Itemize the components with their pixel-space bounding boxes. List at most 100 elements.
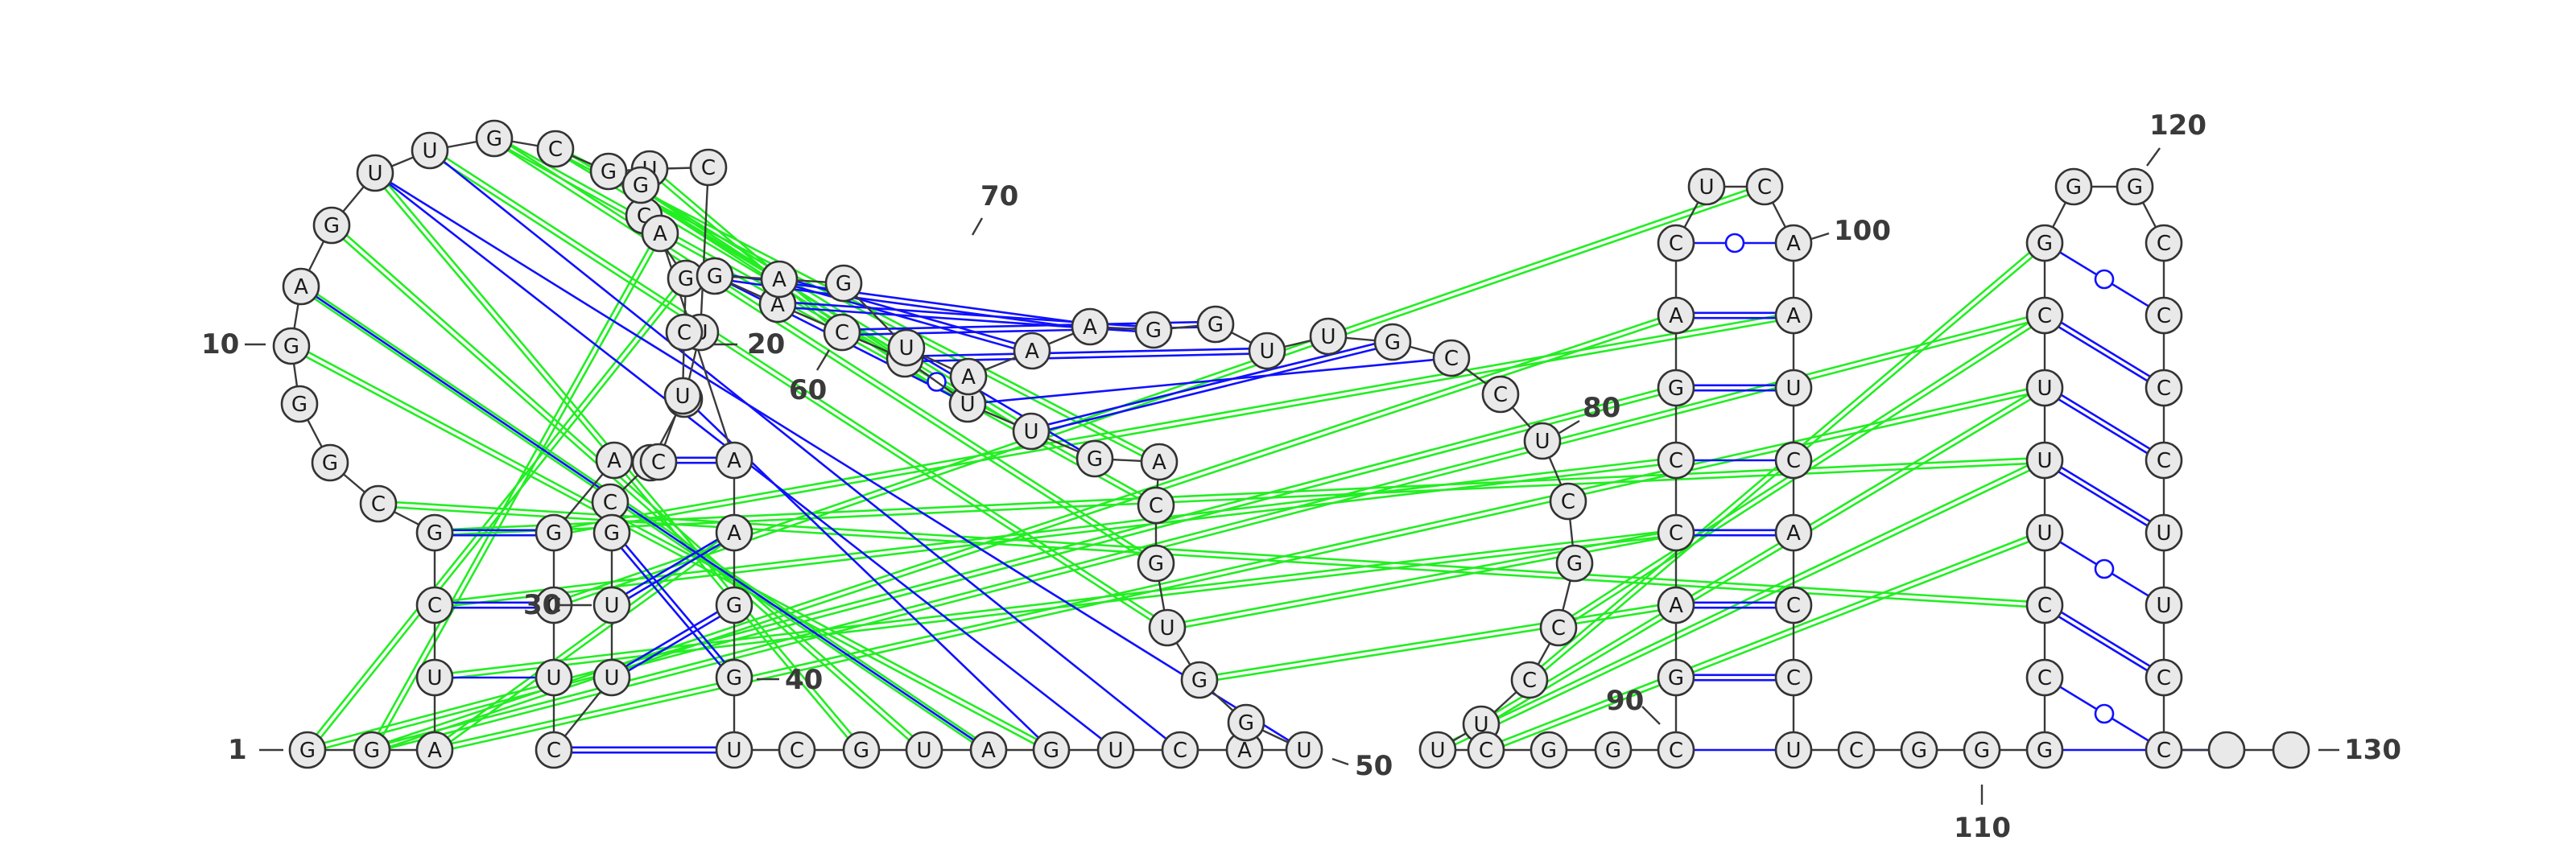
nucleotide-letter: G <box>2037 232 2053 256</box>
base-pair-line <box>2042 602 2166 681</box>
nucleotide-circle <box>1373 323 1412 361</box>
nucleotide-letter: C <box>1757 175 1772 200</box>
nucleotide-125: U <box>2145 586 2183 624</box>
nucleotide-letter: G <box>1146 319 1162 343</box>
nucleotide-letter: A <box>1786 232 1801 256</box>
position-label-100: 100 <box>1834 215 1891 247</box>
nucleotide-circle <box>1539 608 1578 647</box>
position-label-80: 80 <box>1583 392 1620 424</box>
nucleotide-letter: U <box>2156 521 2171 546</box>
nucleotide-letter: G <box>1385 331 1401 355</box>
nucleotide-111: C <box>2025 658 2064 697</box>
nucleotide-7: C <box>359 484 398 523</box>
nucleotide-104: C <box>1774 586 1813 624</box>
nucleotide-31: A <box>595 441 634 480</box>
base-pair-line <box>778 275 1034 355</box>
nucleotide-circle <box>1774 731 1813 769</box>
nucleotide-113: U <box>2025 513 2064 552</box>
nucleotide-67: G <box>824 264 863 303</box>
nucleotide-letter: C <box>651 451 666 475</box>
nucleotide-circle <box>1075 439 1114 478</box>
nucleotide-50: C <box>1161 731 1199 769</box>
nucleotide-19: C <box>689 148 728 187</box>
nucleotide-circle <box>1657 224 1695 262</box>
nucleotide-letter: C <box>1669 232 1683 256</box>
nucleotide-66: A <box>760 260 799 299</box>
nucleotide-letter: A <box>653 222 667 246</box>
nucleotide-45: G <box>842 731 881 769</box>
nucleotide-circle <box>1555 544 1594 583</box>
nucleotide-26: U <box>592 658 631 697</box>
nucleotide-letter: G <box>1043 739 1059 763</box>
nucleotide-4: U <box>415 658 454 697</box>
nucleotide-circle <box>2145 513 2183 552</box>
nucleotide-letter: A <box>607 449 621 473</box>
nucleotide-letter: G <box>853 739 869 763</box>
nucleotide-circle <box>1774 513 1813 552</box>
wobble-pair-marker <box>2094 703 2115 724</box>
nucleotide-circle <box>312 206 351 245</box>
nucleotide-73: G <box>1196 305 1235 344</box>
nucleotide-letter: U <box>726 739 741 763</box>
nucleotide-letter: U <box>546 666 561 690</box>
nucleotide-letter: A <box>1786 304 1801 328</box>
nucleotide-letter: C <box>2037 594 2052 618</box>
nucleotide-circle <box>1012 412 1051 451</box>
nucleotide-32: C <box>639 443 678 481</box>
nucleotide-letter: G <box>2037 739 2053 763</box>
nucleotide-letter: U <box>427 666 442 690</box>
nucleotide-letter: U <box>422 139 437 163</box>
nucleotide-circle <box>592 586 631 624</box>
nucleotide-letter: C <box>2157 304 2171 328</box>
pseudoknot-pair-line <box>553 311 1794 537</box>
nucleotide-letter: G <box>1148 552 1164 576</box>
nucleotide-letter: G <box>1541 739 1557 763</box>
nucleotide-124: U <box>2145 513 2183 552</box>
nucleotide-circle <box>535 513 573 552</box>
position-label-40: 40 <box>785 664 823 696</box>
nucleotide-circle <box>1285 731 1323 769</box>
nucleotide-40: A <box>715 513 753 552</box>
base-pair-line <box>1676 529 1794 537</box>
nucleotide-123: C <box>2145 441 2183 480</box>
nucleotide-74: U <box>1248 332 1286 370</box>
nucleotide-circle <box>288 731 327 769</box>
nucleotide-76: G <box>1373 323 1412 361</box>
nucleotide-letter: U <box>960 393 975 417</box>
nucleotide-17: G <box>589 152 628 191</box>
nucleotide-circle <box>715 441 753 480</box>
nucleotide-116: C <box>2025 296 2064 335</box>
nucleotide-37: G <box>621 166 660 204</box>
nucleotide-letter: G <box>291 393 308 417</box>
nucleotide-letter: C <box>2037 304 2052 328</box>
nucleotide-circle <box>1774 441 1813 480</box>
nucleotide-circle <box>760 260 799 299</box>
position-number-labels: 1 10 20 30 40 50 60 70 80 90 100 110 120… <box>201 109 2401 844</box>
nucleotide-circle <box>595 441 634 480</box>
nucleotide-25: U <box>592 586 631 624</box>
nucleotide-23: C <box>591 483 630 521</box>
nucleotide-106: U <box>1774 731 1813 769</box>
position-label-110: 110 <box>1954 812 2011 844</box>
nucleotide-circle <box>535 658 573 697</box>
nucleotide-81: G <box>1555 544 1594 583</box>
nucleotide-120: C <box>2145 224 2183 262</box>
nucleotide-letter: A <box>1152 451 1166 475</box>
nucleotide-circle <box>715 513 753 552</box>
nucleotide-letter: C <box>1849 739 1864 763</box>
nucleotide-circle <box>592 658 631 697</box>
long-range-pair-line <box>967 356 1452 406</box>
nucleotide-circle <box>641 214 679 253</box>
nucleotide-letter: C <box>677 321 691 345</box>
nucleotide-letter: G <box>427 521 443 546</box>
nucleotide-65: G <box>696 257 734 295</box>
nucleotide-letter: U <box>1473 713 1488 737</box>
base-pair-line <box>2042 385 2166 464</box>
nucleotide-circle <box>665 313 704 352</box>
nucleotide-letter: U <box>1259 340 1274 364</box>
nucleotide-circle <box>353 731 391 769</box>
nucleotide-103: A <box>1774 513 1813 552</box>
nucleotide-59: G <box>1075 439 1114 478</box>
nucleotide-letter: C <box>1561 490 1575 514</box>
nucleotide-letter: U <box>604 594 619 618</box>
